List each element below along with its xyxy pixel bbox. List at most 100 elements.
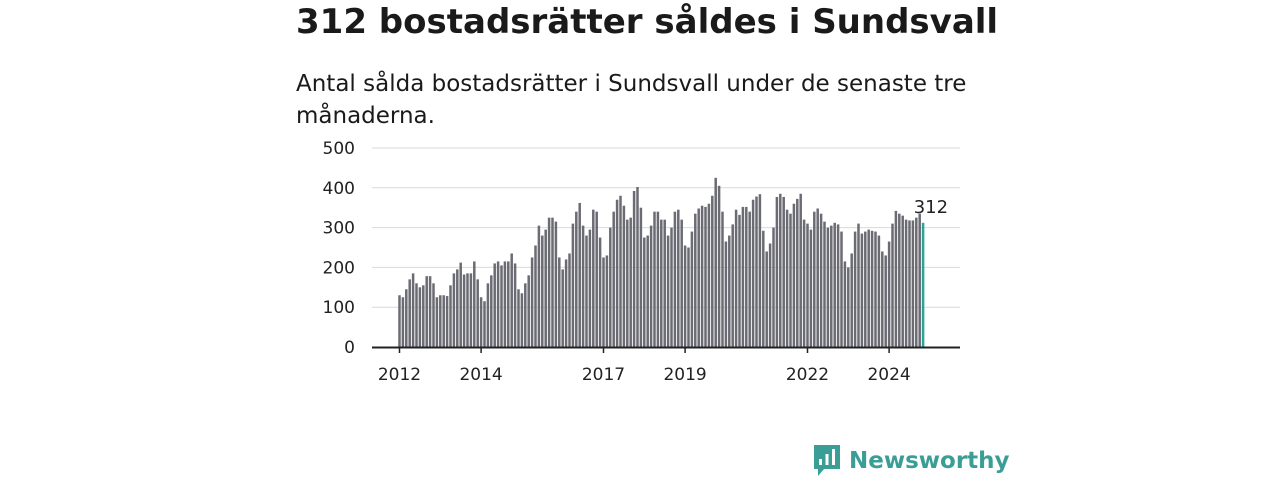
bar xyxy=(653,211,656,347)
bar xyxy=(714,177,717,347)
bar xyxy=(588,229,592,347)
bar xyxy=(847,267,850,347)
bar xyxy=(643,237,646,347)
bar xyxy=(626,219,629,347)
bar xyxy=(796,198,799,347)
bar xyxy=(401,297,405,347)
bar xyxy=(415,283,418,347)
bar xyxy=(469,273,473,347)
bar xyxy=(459,262,462,347)
bar xyxy=(435,297,439,347)
bar xyxy=(554,221,558,347)
x-tick-label: 2012 xyxy=(378,365,421,385)
bar xyxy=(547,217,551,347)
bar xyxy=(853,231,857,347)
y-tick-label: 500 xyxy=(323,139,355,159)
bar xyxy=(445,296,449,347)
newsworthy-logo-icon xyxy=(814,445,840,476)
chart-title: 312 bostadsrätter såldes i Sundsvall xyxy=(296,2,999,42)
bar xyxy=(622,205,626,347)
bar xyxy=(544,229,547,347)
bar xyxy=(639,207,643,347)
bar xyxy=(857,223,860,347)
bar xyxy=(425,276,428,347)
bar xyxy=(585,235,588,347)
bar xyxy=(602,257,605,347)
bar xyxy=(731,224,734,347)
bar xyxy=(813,211,816,347)
bar xyxy=(826,227,830,347)
y-tick-label: 200 xyxy=(323,258,355,278)
bar xyxy=(755,196,758,347)
bar xyxy=(656,211,660,347)
x-tick-label: 2022 xyxy=(786,365,829,385)
bar xyxy=(711,195,714,347)
y-tick-label: 0 xyxy=(344,338,355,358)
bar xyxy=(724,241,728,347)
bar xyxy=(605,255,609,347)
bar xyxy=(799,193,802,347)
bar xyxy=(581,225,585,347)
bar xyxy=(442,295,445,347)
bar xyxy=(819,213,823,347)
bar xyxy=(700,205,704,347)
bar xyxy=(612,211,615,347)
bar xyxy=(870,230,874,347)
bar xyxy=(908,220,911,347)
bar xyxy=(741,206,745,347)
bar xyxy=(751,199,755,347)
bar xyxy=(408,279,411,347)
bar xyxy=(507,261,510,347)
bar xyxy=(775,196,779,347)
bar xyxy=(894,210,898,347)
bar xyxy=(833,222,836,347)
bar xyxy=(921,222,925,347)
bar xyxy=(490,275,493,347)
bar xyxy=(592,209,595,347)
bar xyxy=(802,219,806,347)
bar xyxy=(530,257,534,347)
bar xyxy=(558,257,561,347)
bar xyxy=(619,195,622,347)
bar xyxy=(418,287,422,347)
bar xyxy=(534,245,537,347)
chart-subtitle: Antal sålda bostadsrätter i Sundsvall un… xyxy=(296,71,967,129)
bar xyxy=(850,253,853,347)
bar xyxy=(745,206,748,347)
bar xyxy=(411,273,415,347)
bar xyxy=(561,269,564,347)
bar xyxy=(660,219,663,347)
bar xyxy=(707,203,711,347)
bar xyxy=(898,213,901,347)
bar xyxy=(680,219,683,347)
bar xyxy=(891,223,894,347)
x-tick-label: 2017 xyxy=(582,365,625,385)
newsworthy-brand: Newsworthy xyxy=(814,443,1010,479)
y-tick-label: 100 xyxy=(323,298,355,318)
bar xyxy=(449,285,452,347)
bar xyxy=(422,285,425,347)
bar xyxy=(452,273,456,347)
bar xyxy=(666,235,670,347)
bar xyxy=(663,219,666,347)
bar xyxy=(789,213,792,347)
bar xyxy=(632,190,636,347)
bar xyxy=(901,215,904,347)
bar xyxy=(615,199,619,347)
bar xyxy=(690,231,694,347)
bar xyxy=(874,231,877,347)
bar xyxy=(762,230,765,347)
bar xyxy=(517,289,520,347)
bar xyxy=(836,224,840,347)
bar xyxy=(462,274,466,347)
bar xyxy=(493,263,496,347)
bar xyxy=(785,209,789,347)
bar xyxy=(510,253,513,347)
bar xyxy=(578,202,581,347)
bar xyxy=(918,213,921,347)
bar xyxy=(864,231,867,347)
bar xyxy=(513,263,517,347)
bar xyxy=(887,241,891,347)
bar xyxy=(867,229,870,347)
